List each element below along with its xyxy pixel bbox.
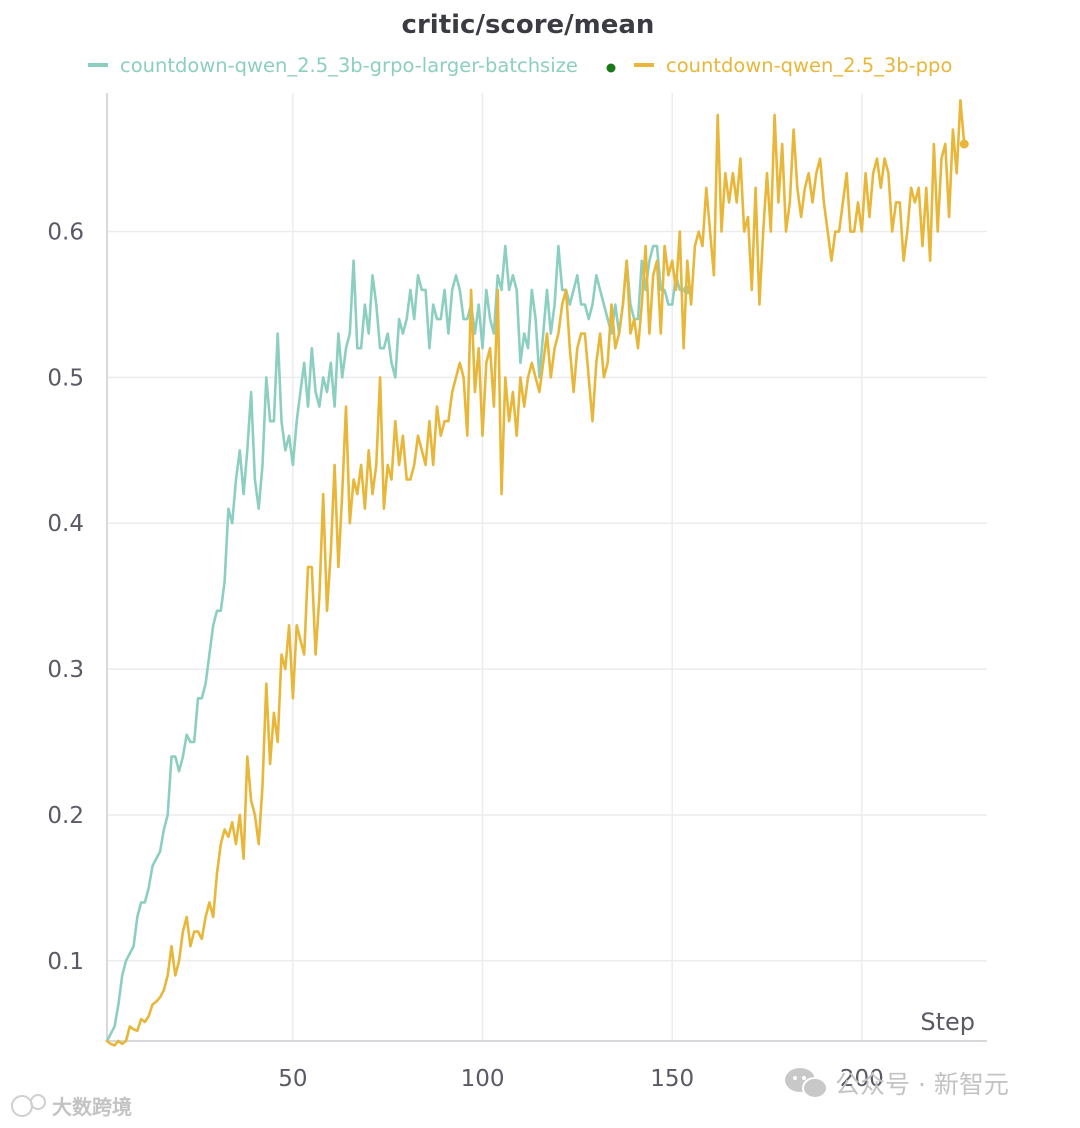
legend: countdown-qwen_2.5_3b-grpo-larger-batchs… [88,54,952,77]
series-end-point-1 [959,139,969,149]
y-tick-label: 0.1 [47,949,84,975]
y-ticks: 0.1 0.2 0.3 0.4 0.5 0.6 [47,220,84,975]
grid [107,93,987,1041]
x-tick-label: 200 [840,1066,884,1092]
x-tick-label: 50 [278,1066,307,1092]
brand-logo-icon [11,1094,46,1117]
chart-title: critic/score/mean [402,10,655,40]
y-tick-label: 0.5 [47,365,84,391]
y-tick-label: 0.6 [47,220,84,246]
series-line-1[interactable] [105,99,966,1047]
watermark-right: 公众号 · 新智元 [785,1068,1009,1099]
axes [106,93,987,1042]
x-ticks: 50 100 150 200 [278,1066,884,1092]
watermark-left: 大数跨境 [11,1094,132,1119]
watermark-left-text: 大数跨境 [52,1095,132,1119]
legend-active-dot [606,63,616,73]
y-tick-label: 0.4 [47,511,84,537]
x-axis-title: Step [920,1008,975,1036]
watermark-right-text: 公众号 · 新智元 [835,1070,1009,1099]
x-tick-label: 150 [650,1066,694,1092]
x-tick-label: 100 [461,1066,505,1092]
y-tick-label: 0.2 [47,803,84,829]
y-tick-label: 0.3 [47,657,84,683]
legend-label-ppo[interactable]: countdown-qwen_2.5_3b-ppo [666,54,952,77]
series [105,99,969,1047]
wechat-icon [785,1068,828,1099]
series-line-0[interactable] [105,244,689,1043]
legend-label-grpo[interactable]: countdown-qwen_2.5_3b-grpo-larger-batchs… [120,54,578,77]
